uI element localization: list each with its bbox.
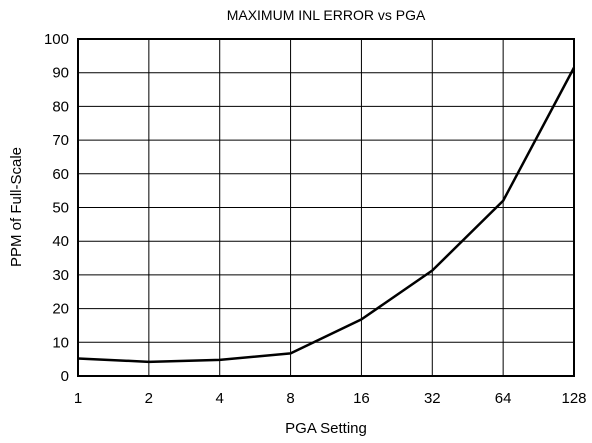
y-tick-label: 40	[52, 233, 69, 250]
y-axis-label: PPM of Full-Scale	[8, 147, 25, 267]
x-axis-ticks: 1 2 4 8 16 32 64 128	[74, 390, 587, 407]
x-tick-label: 4	[216, 390, 224, 407]
y-tick-label: 90	[52, 65, 69, 82]
x-tick-label: 32	[424, 390, 441, 407]
y-tick-label: 0	[61, 368, 69, 385]
y-tick-label: 100	[44, 31, 69, 48]
grid	[78, 39, 574, 376]
x-tick-label: 1	[74, 390, 82, 407]
y-tick-label: 30	[52, 267, 69, 284]
chart-title: MAXIMUM INL ERROR vs PGA	[227, 7, 426, 23]
x-tick-label: 8	[286, 390, 294, 407]
y-tick-label: 50	[52, 200, 69, 217]
y-axis-ticks: 0 10 20 30 40 50 60 70 80 90 100	[44, 31, 69, 385]
series-line	[77, 67, 576, 364]
y-tick-label: 60	[52, 166, 69, 183]
x-tick-label: 16	[353, 390, 370, 407]
y-tick-label: 10	[52, 334, 69, 351]
y-tick-label: 80	[52, 98, 69, 115]
x-axis-label: PGA Setting	[285, 420, 367, 437]
y-tick-label: 70	[52, 132, 69, 149]
x-tick-label: 2	[145, 390, 153, 407]
plot-frame	[77, 38, 575, 377]
x-tick-label: 128	[561, 390, 586, 407]
x-tick-label: 64	[495, 390, 512, 407]
y-tick-label: 20	[52, 301, 69, 318]
